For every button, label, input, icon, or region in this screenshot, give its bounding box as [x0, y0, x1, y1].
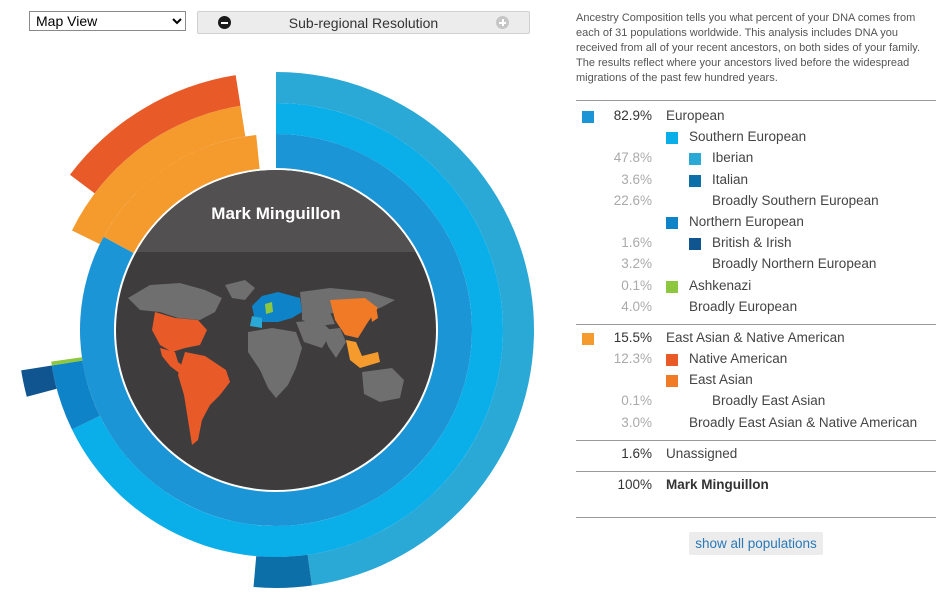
east-asia-shape	[330, 298, 378, 338]
legend-percent: 0.1%	[621, 277, 652, 293]
legend-swatch-icon	[666, 216, 678, 229]
legend-percent: 15.5%	[613, 329, 652, 345]
ring-segment-broadly-ea-na[interactable]	[71, 105, 246, 245]
legend-row[interactable]: 22.6% Broadly Southern European	[576, 191, 936, 212]
resolution-label: Sub-regional Resolution	[288, 15, 439, 31]
legend-swatch-icon	[689, 174, 701, 187]
legend-swatch-icon	[666, 354, 678, 367]
usa-shape	[152, 312, 207, 352]
legend-percent: 100%	[617, 477, 652, 492]
legend-swatch-icon	[666, 375, 678, 388]
legend-separator	[576, 439, 936, 441]
person-name-title: Mark Minguillon	[211, 204, 340, 223]
legend-separator	[576, 471, 936, 472]
legend-label: Broadly East Asian & Native American	[689, 414, 918, 430]
ring-segment-east-asian-native[interactable]	[103, 135, 260, 253]
legend-row[interactable]: 0.1% Ashkenazi	[576, 276, 936, 297]
legend-percent: 1.6%	[621, 445, 652, 461]
legend-swatch-icon	[582, 332, 594, 345]
legend-row[interactable]: 1.6% Unassigned	[576, 444, 936, 465]
central-asia-shape	[302, 312, 335, 326]
japan-shape	[370, 306, 378, 322]
legend-label: Northern European	[689, 213, 804, 229]
legend-label: British & Irish	[712, 235, 792, 251]
southeast-asia-shape	[346, 340, 380, 368]
legend-label: Iberian	[712, 150, 754, 166]
ring-segment-ashkenazi[interactable]	[51, 357, 83, 366]
europe-shape	[252, 292, 302, 322]
legend-percent: 47.8%	[613, 150, 652, 166]
legend-divider	[576, 517, 936, 518]
australia-shape	[362, 368, 404, 402]
iberia-shape	[250, 316, 262, 328]
legend-percent: 82.9%	[613, 108, 652, 123]
north-america-shape	[128, 283, 222, 320]
legend-row[interactable]: Southern European	[576, 127, 936, 148]
legend-row[interactable]: 3.2% Broadly Northern European	[576, 254, 936, 275]
ring-segment-iberian[interactable]	[276, 72, 534, 586]
legend-percent: 3.2%	[621, 256, 652, 272]
legend-label: Ashkenazi	[689, 277, 752, 293]
legend-row[interactable]: 15.5% East Asian & Native American	[576, 328, 936, 349]
legend-label: Unassigned	[666, 445, 738, 461]
resolution-control: Sub-regional Resolution	[197, 11, 530, 34]
greenland-shape	[225, 280, 255, 300]
legend-percent: 1.6%	[621, 235, 652, 251]
legend-swatch-icon	[689, 238, 701, 251]
legend-row[interactable]: 1.6% British & Irish	[576, 233, 936, 254]
legend-percent: 12.3%	[613, 351, 652, 367]
legend-swatch-icon	[666, 132, 678, 145]
legend-label: Mark Minguillon	[666, 477, 769, 492]
legend-label: Broadly Northern European	[712, 256, 877, 272]
legend-swatch-icon	[582, 111, 594, 123]
show-all-populations-button[interactable]: show all populations	[689, 532, 823, 555]
legend-row[interactable]: 12.3% Native American	[576, 349, 936, 370]
legend-label: East Asian & Native American	[666, 329, 845, 345]
ring-segment-british-irish[interactable]	[21, 365, 57, 397]
ring-segment-native-american[interactable]	[69, 75, 241, 194]
ring-segment-northern-european[interactable]	[51, 360, 100, 430]
africa-shape	[248, 328, 302, 398]
legend-swatch-icon	[689, 153, 701, 166]
legend-label: Broadly European	[689, 298, 798, 314]
zoom-out-icon[interactable]	[218, 16, 231, 29]
world-map: Mark Minguillon	[116, 170, 436, 490]
legend-label: Broadly Southern European	[712, 192, 879, 208]
legend-label: Southern European	[689, 129, 807, 145]
legend-row[interactable]: East Asian	[576, 370, 936, 391]
legend-percent: 3.0%	[621, 414, 652, 430]
legend-row[interactable]: Northern European	[576, 212, 936, 233]
legend-label: European	[666, 108, 725, 123]
intro-text: Ancestry Composition tells you what perc…	[576, 12, 921, 84]
legend-total-row[interactable]: 100% Mark Minguillon	[576, 475, 936, 496]
legend-label: Broadly East Asian	[712, 393, 826, 409]
legend-row[interactable]: 4.0% Broadly European	[576, 297, 936, 318]
ancestry-rings[interactable]	[21, 72, 534, 588]
legend-row[interactable]: 0.1% Broadly East Asian	[576, 391, 936, 412]
view-mode-select[interactable]: Map View	[29, 11, 186, 31]
ring-segment-italian[interactable]	[253, 554, 312, 588]
ancestry-legend: 82.9% European Southern European 47.8% Iberi…	[576, 100, 936, 496]
legend-percent: 22.6%	[613, 192, 652, 208]
legend-row[interactable]: 82.9% European	[576, 106, 936, 127]
legend-label: East Asian	[689, 372, 753, 388]
legend-row[interactable]: 3.0% Broadly East Asian & Native American	[576, 413, 936, 434]
ancestry-donut-chart: Mark Minguillon	[21, 72, 534, 588]
middle-east-shape	[296, 320, 332, 348]
legend-row[interactable]: 47.8% Iberian	[576, 148, 936, 169]
legend-label: Native American	[689, 351, 788, 367]
india-shape	[322, 328, 346, 358]
legend-percent: 4.0%	[621, 298, 652, 314]
uk-shape	[265, 302, 273, 314]
legend-percent: 3.6%	[621, 171, 652, 187]
legend-label: Italian	[712, 171, 749, 187]
legend-percent: 0.1%	[621, 393, 652, 409]
zoom-in-icon[interactable]	[496, 16, 509, 29]
legend-separator	[576, 323, 936, 325]
legend-swatch-icon	[666, 280, 678, 293]
legend-row[interactable]: 3.6% Italian	[576, 170, 936, 191]
south-america-shape	[178, 352, 230, 445]
